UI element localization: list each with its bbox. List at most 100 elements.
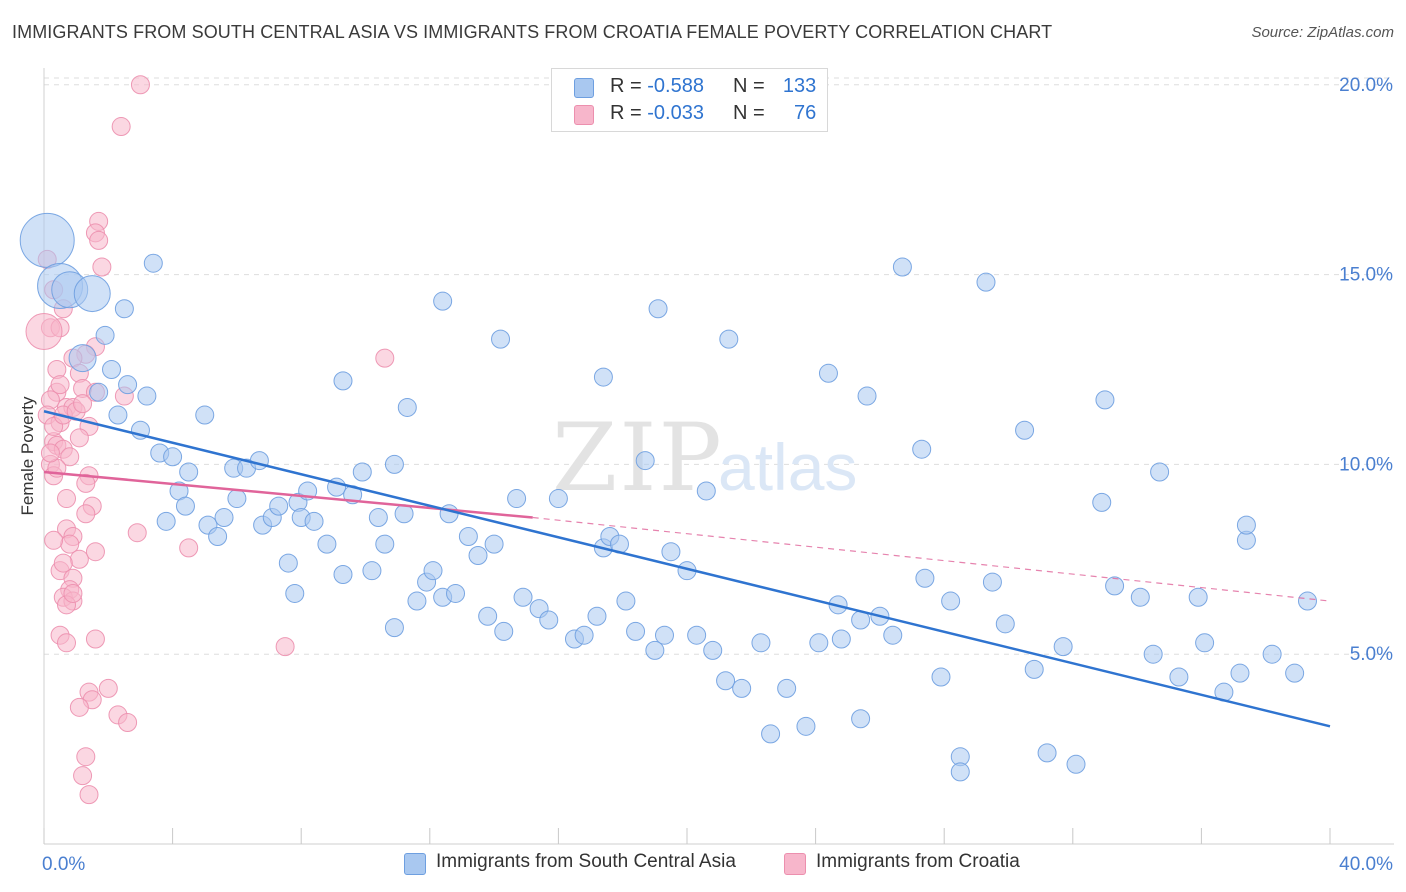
pink-swatch (784, 853, 806, 875)
grid-lines (44, 77, 1394, 655)
south-central-asia-point (394, 504, 414, 524)
south-central-asia-point (931, 667, 951, 687)
croatia-point (44, 530, 64, 550)
south-central-asia-point (1037, 743, 1057, 763)
croatia-point (57, 489, 77, 509)
south-central-asia-point (333, 564, 353, 584)
croatia-point (69, 697, 89, 717)
croatia-point (127, 523, 147, 543)
south-central-asia-point (716, 671, 736, 691)
south-central-asia-point (1015, 420, 1035, 440)
south-central-asia-point (507, 489, 527, 509)
legend-n-label: N = (733, 75, 765, 97)
south-central-asia-point (976, 272, 996, 292)
y-tick-label: 10.0% (1339, 454, 1393, 475)
south-central-asia-point (941, 591, 961, 611)
south-central-asia-point (458, 527, 478, 547)
x-tick-label: 0.0% (42, 854, 85, 875)
croatia-point (130, 75, 150, 95)
south-central-asia-point (214, 508, 234, 528)
south-central-asia-point (751, 633, 771, 653)
south-central-asia-point (1195, 633, 1215, 653)
croatia-point (73, 394, 93, 414)
south-central-asia-point (796, 716, 816, 736)
legend-n-value: 76 (794, 102, 817, 124)
legend-r-pink: R = -0.033 (610, 102, 704, 125)
south-central-asia-point (362, 561, 382, 581)
blue-swatch (404, 853, 426, 875)
south-central-asia-point (249, 451, 269, 471)
south-central-asia-point (227, 489, 247, 509)
south-central-asia-point (1297, 591, 1317, 611)
south-central-asia-point (1150, 462, 1170, 482)
croatia-point (92, 257, 112, 277)
chart-title: IMMIGRANTS FROM SOUTH CENTRAL ASIA VS IM… (12, 22, 1053, 42)
croatia-trend-line (43, 470, 533, 519)
south-central-asia-point (777, 678, 797, 698)
south-central-asia-point (163, 447, 183, 467)
south-central-asia-point (809, 633, 829, 653)
series-label: Immigrants from South Central Asia (436, 851, 736, 872)
south-central-asia-point (1095, 390, 1115, 410)
south-central-asia-point (548, 489, 568, 509)
south-central-asia-point (68, 344, 97, 373)
south-central-asia-point (857, 386, 877, 406)
south-central-asia-point (491, 329, 511, 349)
legend-r-value: -0.033 (647, 102, 704, 124)
south-central-asia-point (423, 561, 443, 581)
south-central-asia-point (593, 367, 613, 387)
croatia-point (73, 766, 93, 786)
south-central-asia-point (732, 678, 752, 698)
south-central-asia-point (915, 568, 935, 588)
south-central-asia-point (397, 397, 417, 417)
y-tick-label: 5.0% (1350, 644, 1393, 665)
croatia-point (111, 117, 131, 137)
croatia-point (60, 447, 80, 467)
croatia-point (76, 504, 96, 524)
south-central-asia-point (118, 375, 138, 395)
tick-labels: 5.0% 10.0% 15.0% 20.0% 0.0% 40.0% (42, 75, 1393, 875)
south-central-asia-point (333, 371, 353, 391)
south-central-asia-point (1230, 663, 1250, 683)
legend-n-blue: N = 133 (733, 75, 816, 98)
croatia-point (85, 629, 105, 649)
croatia-point (375, 348, 395, 368)
croatia-trend-extension (532, 516, 1331, 602)
south-central-asia-point (703, 640, 723, 660)
south-central-asia-point (912, 439, 932, 459)
south-central-asia-point (1105, 576, 1125, 596)
south-central-asia-point (1285, 663, 1305, 683)
south-central-asia-point (108, 405, 128, 425)
south-central-asia-point (433, 291, 453, 311)
south-central-asia-point (950, 762, 970, 782)
croatia-point (79, 785, 99, 805)
south-central-asia-point (831, 629, 851, 649)
south-central-asia-point (102, 359, 122, 379)
south-central-asia-point (574, 625, 594, 645)
south-central-asia-point (1236, 515, 1256, 535)
correlation-legend: R = -0.588 N = 133 R = -0.033 N = 76 (551, 68, 828, 132)
south-central-asia-point (587, 606, 607, 626)
south-central-asia-point (635, 451, 655, 471)
pink-swatch (574, 105, 594, 125)
south-central-asia-point (19, 212, 75, 268)
croatia-point (25, 313, 63, 351)
south-central-asia-point (1066, 754, 1086, 774)
y-axis-label: Female Poverty (18, 396, 37, 516)
south-central-asia-point (439, 504, 459, 524)
south-central-asia-point (696, 481, 716, 501)
south-central-asia-point (616, 591, 636, 611)
south-central-asia-point (156, 511, 176, 531)
south-central-asia-point (1188, 587, 1208, 607)
south-central-asia-point (484, 534, 504, 554)
south-central-asia-point (384, 618, 404, 638)
croatia-point (76, 747, 96, 767)
x-tick-label: 40.0% (1339, 854, 1393, 875)
south-central-asia-point (73, 275, 111, 313)
south-central-asia-point (851, 709, 871, 729)
croatia-points (25, 75, 395, 805)
south-central-asia-point (645, 640, 665, 660)
south-central-asia-point (384, 454, 404, 474)
croatia-point (69, 549, 89, 569)
